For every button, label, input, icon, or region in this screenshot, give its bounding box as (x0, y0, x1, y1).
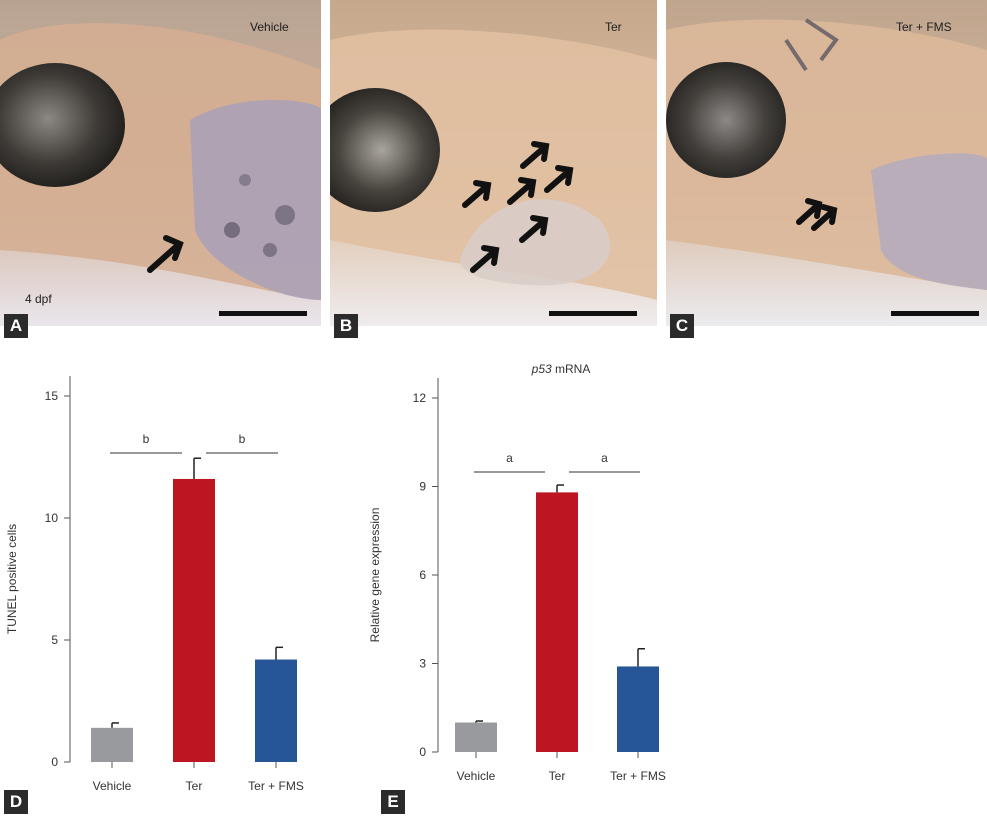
larva-image-ter (330, 0, 657, 326)
bar-ter (173, 478, 215, 762)
significance-label: a (506, 451, 513, 465)
significance-label: b (143, 432, 150, 446)
y-tick-label: 10 (45, 511, 59, 525)
photo-panel-ter-fms: Ter + FMS (666, 0, 987, 326)
significance-label: b (239, 432, 246, 446)
x-tick-label: Ter + FMS (610, 769, 666, 783)
photo-label: Ter + FMS (896, 20, 952, 34)
panel-letter-a: A (4, 314, 28, 338)
p53-bar-chart: 0 3 6 9 12 Relative gene expression Vehicle Ter… (368, 362, 666, 783)
bar-vehicle (91, 727, 133, 762)
scale-bar (891, 311, 979, 316)
bar-ter (536, 492, 578, 752)
panel-letter-e: E (381, 790, 405, 814)
panel-letter-c: C (670, 314, 694, 338)
significance-label: a (601, 451, 608, 465)
y-tick-label: 5 (51, 633, 58, 647)
x-tick-label: Ter (549, 769, 566, 783)
y-tick-label: 6 (419, 568, 426, 582)
photo-panel-vehicle: Vehicle 4 dpf (0, 0, 321, 326)
y-axis-label: TUNEL positive cells (5, 524, 19, 634)
y-tick-label: 0 (51, 755, 58, 769)
tunel-bar-chart: 0 5 10 15 TUNEL positive cells Vehicle Ter Ter … (5, 376, 304, 793)
bar-ter-fms (617, 666, 659, 752)
panel-letter-d: D (4, 790, 28, 814)
age-label: 4 dpf (25, 292, 52, 306)
y-tick-label: 9 (419, 480, 426, 494)
x-tick-label: Ter (186, 779, 203, 793)
x-tick-label: Vehicle (93, 779, 132, 793)
y-tick-label: 0 (419, 745, 426, 759)
y-tick-label: 12 (413, 391, 427, 405)
x-tick-label: Ter + FMS (248, 779, 304, 793)
larva-image-vehicle (0, 0, 321, 326)
bar-ter-fms (255, 659, 297, 762)
photo-label: Ter (605, 20, 622, 34)
scale-bar (219, 311, 307, 316)
y-tick-label: 15 (45, 389, 59, 403)
y-axis-label: Relative gene expression (368, 508, 382, 643)
photo-label: Vehicle (250, 20, 289, 34)
bar-vehicle (455, 722, 497, 752)
chart-title: p53 mRNA (531, 362, 591, 376)
panel-letter-b: B (334, 314, 358, 338)
scale-bar (549, 311, 637, 316)
larva-image-ter-fms (666, 0, 987, 326)
y-tick-label: 3 (419, 657, 426, 671)
photo-panel-ter: Ter (330, 0, 657, 326)
x-tick-label: Vehicle (457, 769, 496, 783)
